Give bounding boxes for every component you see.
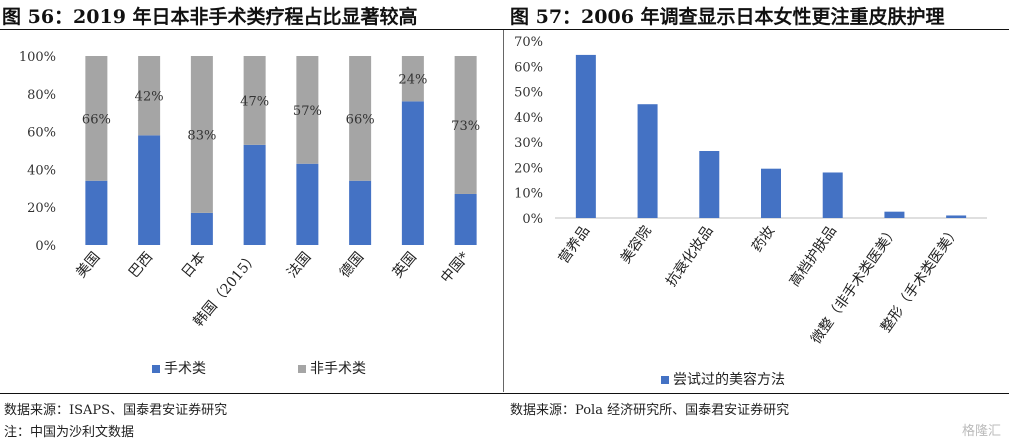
bar-segment-non-surgical <box>401 56 424 102</box>
data-label: 24% <box>398 73 427 88</box>
x-tick-label: 英国 <box>389 249 420 281</box>
bar-segment-surgical <box>296 163 319 245</box>
bar-segment-non-surgical <box>296 56 319 164</box>
bar-segment-surgical <box>454 193 477 245</box>
bar-segment-surgical <box>349 180 372 245</box>
bar <box>822 172 843 218</box>
bar-segment-non-surgical <box>243 56 266 145</box>
y-tick-label: 20% <box>27 201 56 216</box>
bar-segment-non-surgical <box>454 56 477 194</box>
y-tick-label: 20% <box>514 161 543 176</box>
bar <box>946 215 967 218</box>
legend-label: 非手术类 <box>310 361 366 377</box>
x-tick-label: 法国 <box>284 249 314 281</box>
figure-56-note: 注：中国为沙利文数据 <box>4 425 135 440</box>
y-tick-label: 100% <box>19 50 56 65</box>
data-label: 42% <box>135 90 164 105</box>
bar <box>637 104 658 218</box>
top-rule <box>0 29 1009 30</box>
data-label: 66% <box>82 112 111 127</box>
legend-swatch <box>661 376 669 384</box>
x-tick-label: 高档护肤品 <box>786 223 840 290</box>
figure-56-source: 数据来源：ISAPS、国泰君安证券研究 <box>4 403 228 418</box>
y-tick-label: 30% <box>514 136 543 151</box>
y-tick-label: 70% <box>514 35 543 50</box>
x-tick-label: 美容院 <box>617 223 655 267</box>
x-tick-label: 日本 <box>179 249 209 281</box>
y-tick-label: 80% <box>27 88 56 103</box>
data-label: 57% <box>293 104 322 119</box>
y-tick-label: 50% <box>514 86 543 101</box>
bar-segment-surgical <box>190 212 213 245</box>
bar-segment-surgical <box>138 135 161 245</box>
bar-segment-non-surgical <box>85 56 108 181</box>
stacked-bar-chart: 0%20%40%60%80%100%66%美国42%巴西83%日本47%韩国（2… <box>19 50 480 377</box>
legend-label: 尝试过的美容方法 <box>673 371 785 388</box>
legend-swatch <box>152 365 160 373</box>
figure-56-title: 图 56：2019 年日本非手术类疗程占比显著较高 <box>2 6 418 28</box>
x-tick-label: 营养品 <box>556 223 593 267</box>
bar-chart: 0% 10% 20% 30% 40% 50% 60% 70% 营养品 美容院 抗衰化妆品 药妆 高档护肤… <box>514 35 987 388</box>
data-label: 73% <box>451 119 480 134</box>
bar <box>884 211 905 218</box>
bar-segment-surgical <box>243 144 266 245</box>
y-tick-label: 40% <box>27 163 56 178</box>
data-label: 47% <box>240 94 269 109</box>
x-tick-label: 德国 <box>337 249 367 281</box>
legend-swatch <box>298 365 306 373</box>
data-label: 66% <box>346 112 375 127</box>
y-tick-label: 0% <box>522 212 543 227</box>
bar-segment-surgical <box>401 101 424 245</box>
bar <box>575 54 596 219</box>
bar-segment-non-surgical <box>138 56 161 136</box>
bar-segment-non-surgical <box>349 56 372 181</box>
bar-segment-surgical <box>85 180 108 245</box>
legend-label: 手术类 <box>164 361 206 377</box>
x-tick-label: 美国 <box>73 249 103 281</box>
x-tick-label: 巴西 <box>126 249 156 281</box>
bar-segment-non-surgical <box>190 56 213 213</box>
y-tick-label: 10% <box>514 187 543 202</box>
figure-57-title: 图 57：2006 年调查显示日本女性更注重皮肤护理 <box>510 6 945 28</box>
y-tick-label: 60% <box>27 126 56 141</box>
y-tick-label: 60% <box>514 60 543 75</box>
figure-57-source: 数据来源：Pola 经济研究所、国泰君安证券研究 <box>510 403 790 418</box>
watermark-logo: 格隆汇 <box>961 424 1001 439</box>
x-tick-label: 药妆 <box>749 223 778 255</box>
y-tick-label: 0% <box>35 239 56 254</box>
bottom-rule <box>0 393 1009 394</box>
bar <box>761 168 781 218</box>
x-tick-label: 抗衰化妆品 <box>662 223 716 290</box>
data-label: 83% <box>187 128 216 143</box>
panel-separator <box>503 30 504 392</box>
y-tick-label: 40% <box>514 111 543 126</box>
x-tick-label: 中国* <box>438 249 473 286</box>
bar <box>699 150 720 218</box>
